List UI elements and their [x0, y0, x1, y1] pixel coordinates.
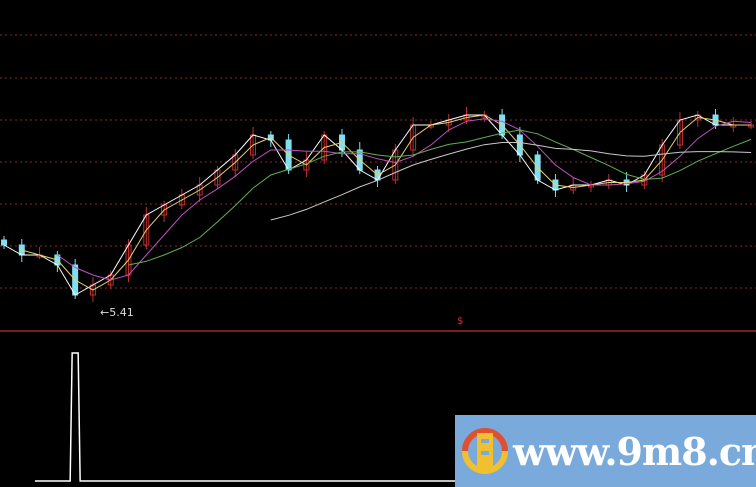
watermark-logo-icon [462, 428, 508, 474]
ma-line-20 [57, 118, 752, 281]
ma-line-40 [128, 129, 752, 266]
signal-marker: $ [457, 316, 464, 327]
watermark-text: www.9m8.cn [513, 429, 756, 474]
low-price-annotation: ←5.41 [100, 306, 134, 319]
candle-body [1, 239, 7, 246]
candle-body [748, 124, 755, 128]
indicator-line [35, 352, 455, 482]
ma-line-10 [21, 114, 752, 291]
ma-line-80 [270, 142, 752, 221]
watermark: www.9m8.cn [455, 415, 756, 487]
ma-line-5 [3, 114, 752, 296]
